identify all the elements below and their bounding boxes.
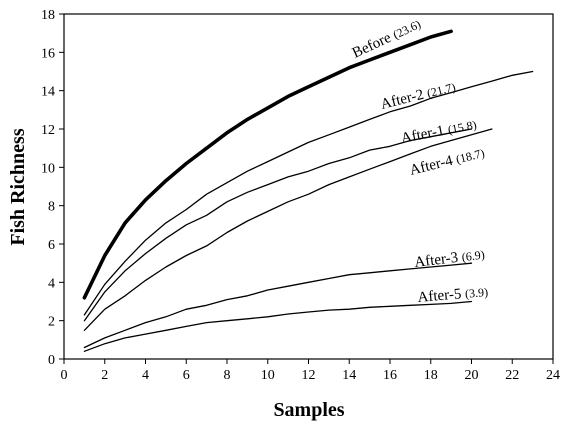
series-annotation: (15.8)	[447, 118, 478, 137]
series-name: After-4	[408, 152, 458, 179]
x-tick-label: 8	[224, 368, 231, 383]
series-line-before	[82, 29, 453, 300]
x-tick-label: 10	[261, 368, 275, 383]
x-axis-ticks: 0 2 4 6 8 10 12 14 16 18 20 22 24	[61, 359, 560, 383]
series-annotation: (21.7)	[426, 80, 458, 101]
series-line-after-3	[83, 262, 473, 349]
y-tick-label: 2	[48, 315, 55, 330]
series-name: After-2	[379, 86, 429, 113]
series-annotation: (3.9)	[464, 285, 488, 301]
y-axis-title: Fish Richness	[7, 128, 29, 245]
series-annotation: (18.7)	[455, 146, 487, 167]
series-line-after-1	[83, 128, 473, 322]
series-annotation: (23.6)	[391, 17, 423, 42]
x-tick-label: 18	[424, 368, 438, 383]
x-tick-label: 20	[465, 368, 479, 383]
y-tick-label: 6	[48, 238, 55, 253]
y-tick-label: 4	[48, 276, 55, 291]
y-tick-label: 16	[41, 46, 55, 61]
y-tick-label: 18	[41, 8, 55, 23]
x-tick-label: 24	[546, 368, 560, 383]
y-tick-label: 10	[41, 161, 55, 176]
series-line-after-4	[83, 128, 493, 331]
y-axis-ticks: 0 2 4 6 8 10 12 14 16 18	[41, 8, 64, 368]
x-tick-label: 12	[302, 368, 316, 383]
series-label-after-2: After-2 (21.7)	[379, 79, 457, 113]
y-tick-label: 8	[48, 200, 55, 215]
x-tick-label: 2	[101, 368, 108, 383]
series-line-after-2	[83, 70, 534, 316]
x-tick-label: 0	[61, 368, 68, 383]
x-tick-label: 22	[505, 368, 519, 383]
y-tick-label: 0	[48, 353, 55, 368]
y-tick-label: 12	[41, 123, 55, 138]
x-tick-label: 14	[342, 368, 356, 383]
series-lines	[82, 29, 534, 352]
series-label-after-3: After-3 (6.9)	[414, 246, 486, 270]
plot-frame	[63, 13, 554, 360]
x-tick-label: 6	[183, 368, 190, 383]
series-annotation: (6.9)	[461, 247, 486, 264]
series-label-after-5: After-5 (3.9)	[417, 284, 489, 306]
x-tick-label: 16	[383, 368, 397, 383]
plot-area	[63, 13, 554, 360]
series-label-after-1: After-1 (15.8)	[400, 117, 478, 147]
x-axis-title: Samples	[273, 399, 344, 421]
series-name: After-3	[414, 249, 463, 271]
x-tick-label: 4	[142, 368, 149, 383]
y-tick-label: 14	[41, 85, 55, 100]
series-line-after-5	[83, 300, 473, 352]
series-name: After-5	[417, 286, 466, 306]
